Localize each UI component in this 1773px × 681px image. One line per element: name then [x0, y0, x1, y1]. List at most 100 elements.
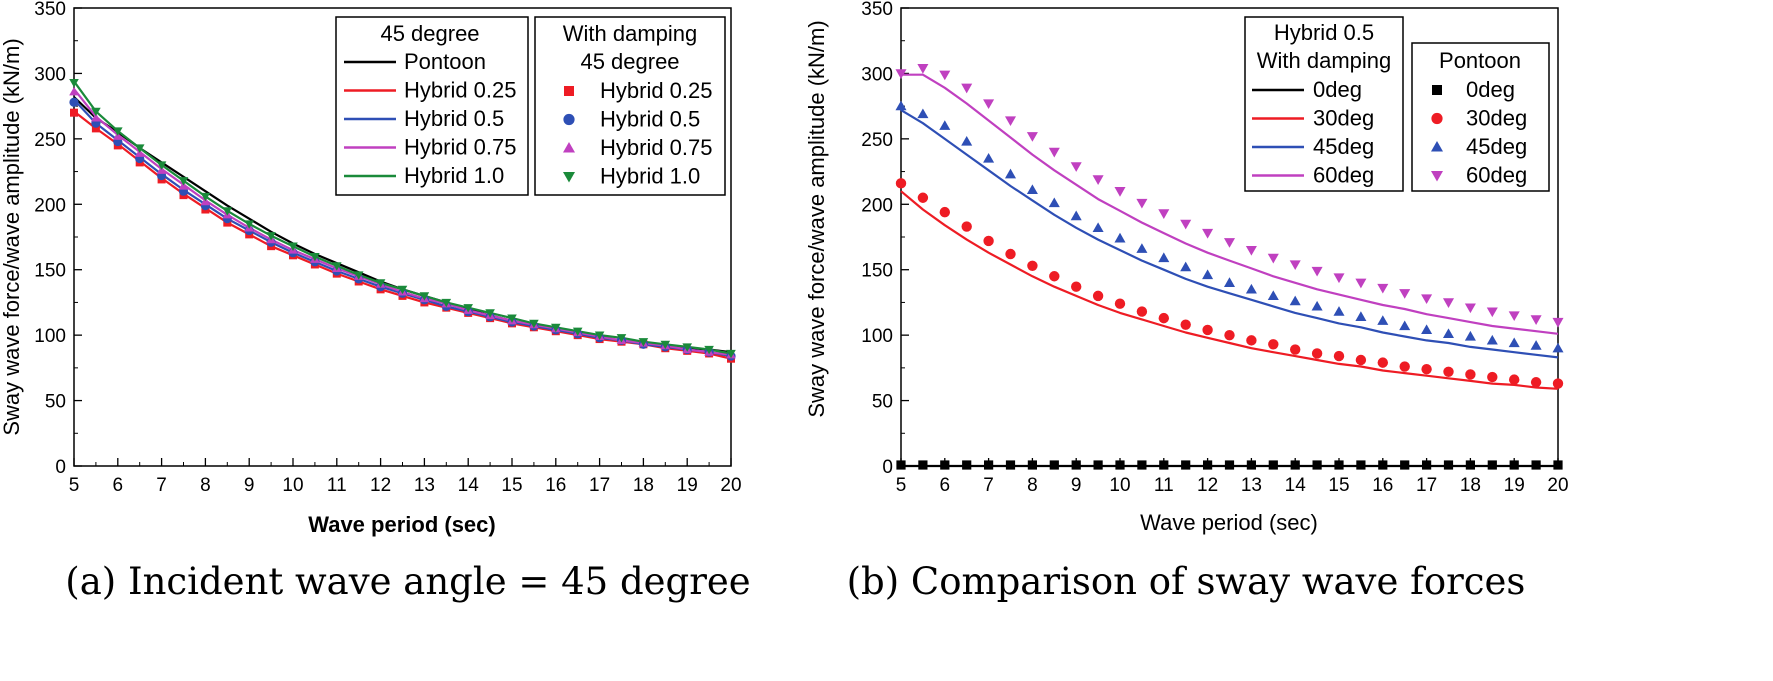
chart-a-point-hybrid-1-0 [682, 343, 692, 352]
chart-b-point-30deg [1443, 366, 1454, 377]
chart-b-legend-symbol [1432, 85, 1442, 95]
chart-b-point-45deg [1026, 184, 1038, 195]
chart-b-point-45deg [1377, 315, 1389, 325]
chart-a-point-hybrid-0-25 [70, 108, 78, 117]
chart-b-point-0deg [1181, 460, 1191, 470]
chart-b-point-0deg [1465, 460, 1475, 470]
chart-a-xtick-label: 20 [720, 475, 741, 496]
chart-b-point-0deg [1027, 460, 1037, 470]
chart-a-caption: (a) Incident wave angle = 45 degree [65, 560, 750, 603]
chart-a-ytick-label: 100 [34, 326, 66, 347]
chart-a-point-hybrid-1-0 [244, 220, 254, 229]
chart-a-legend-label: Hybrid 0.25 [404, 78, 517, 103]
chart-a-point-hybrid-1-0 [134, 144, 145, 153]
chart-a-point-hybrid-1-0 [310, 253, 320, 262]
chart-a-point-hybrid-1-0 [113, 127, 123, 136]
chart-b-point-60deg [1245, 245, 1257, 256]
chart-b-point-0deg [1509, 460, 1519, 470]
chart-b-point-45deg [939, 120, 951, 130]
chart-b-point-30deg [1487, 371, 1498, 383]
chart-b-point-45deg [1070, 210, 1082, 221]
chart-a-point-hybrid-1-0 [419, 292, 430, 301]
chart-a-xtick-label: 9 [244, 475, 255, 496]
chart-b-point-30deg [1071, 281, 1082, 292]
chart-b-point-30deg [1158, 312, 1170, 324]
chart-b-legend-symbol [1431, 141, 1443, 152]
chart-a-ytick-label: 150 [34, 261, 66, 282]
chart-b-ytick-label: 200 [861, 195, 893, 216]
chart-b-point-30deg [1114, 298, 1126, 309]
chart-b-xtick-label: 5 [896, 475, 907, 496]
chart-b-xtick-label: 20 [1547, 475, 1568, 496]
chart-b-ytick-label: 50 [872, 392, 893, 413]
chart-b-legend-2: Pontoon 0deg 30deg 45deg 60deg [1411, 42, 1550, 192]
chart-b-point-60deg [1070, 162, 1082, 172]
chart-a-ticks: 5 6 7 8 9 10 11 12 13 14 15 16 17 18 19 200501001502002… [34, 0, 741, 496]
chart-a-ytick-label: 250 [34, 130, 66, 151]
chart-b-line-60deg [901, 73, 1559, 335]
chart-b-xtick-label: 11 [1154, 475, 1174, 496]
chart-b-legend-1-title: Hybrid 0.5 [1274, 20, 1374, 45]
chart-b-point-45deg [1399, 320, 1411, 331]
chart-b-point-45deg [1114, 232, 1126, 243]
chart-a-xtick-label: 11 [327, 475, 347, 496]
chart-b-ytick-label: 300 [861, 64, 893, 85]
chart-b-point-0deg [1487, 460, 1497, 470]
chart-b-point-60deg [1530, 315, 1542, 325]
chart-b-xtick-label: 8 [1027, 475, 1038, 496]
chart-b-legend-1-subtitle: With damping [1257, 48, 1392, 73]
chart-b-point-60deg [1114, 187, 1126, 197]
chart-b-point-0deg [1005, 460, 1016, 470]
chart-b-point-45deg [1180, 261, 1192, 272]
chart-a-point-hybrid-1-0 [616, 334, 627, 343]
chart-b-point-0deg [896, 460, 906, 470]
chart-b-point-60deg [1552, 317, 1564, 328]
chart-a-xtick-label: 8 [200, 475, 211, 496]
chart-a-legend-2-subtitle: 45 degree [580, 49, 679, 74]
chart-b-point-45deg [1136, 243, 1148, 253]
chart-b-point-60deg [1442, 298, 1455, 308]
chart-b-xtick-label: 16 [1372, 475, 1393, 496]
chart-b-point-0deg [1378, 460, 1388, 470]
chart-b-point-0deg [1203, 460, 1213, 470]
chart-b-point-45deg [1223, 277, 1236, 287]
chart-a-point-hybrid-1-0 [463, 304, 473, 313]
chart-a-legend-label: Hybrid 1.0 [404, 163, 504, 188]
chart-b-point-60deg [1223, 238, 1236, 248]
chart-b-point-60deg [1377, 283, 1389, 294]
chart-b-point-0deg [1334, 460, 1344, 470]
chart-b-legend-1-box [1244, 16, 1404, 192]
chart-a-xtick-label: 17 [589, 475, 610, 496]
chart-b-xtick-label: 17 [1416, 475, 1437, 496]
chart-a-ylabel: Sway wave force/wave amplitude (kN/m) [0, 38, 24, 435]
chart-b-line-30deg [900, 190, 1559, 390]
chart-a-point-hybrid-1-0 [69, 78, 79, 88]
chart-a: 5 6 7 8 9 10 11 12 13 14 15 16 17 18 19 200501001502002… [0, 0, 751, 603]
chart-a-point-hybrid-1-0 [726, 349, 736, 359]
chart-a-point-hybrid-1-0 [353, 271, 364, 280]
chart-b-point-45deg [1530, 340, 1542, 350]
chart-b-xtick-label: 13 [1241, 475, 1262, 496]
chart-b-point-60deg [1136, 198, 1148, 209]
chart-a-legend-label: Hybrid 0.5 [600, 107, 700, 132]
chart-b-point-30deg [1399, 361, 1410, 372]
chart-a-legend-symbol [564, 86, 574, 96]
chart-b-point-0deg [1443, 460, 1454, 470]
chart-b-markers [895, 64, 1564, 470]
chart-b-point-0deg [1312, 460, 1322, 470]
chart-b-xtick-label: 18 [1460, 475, 1481, 496]
chart-b-point-30deg [1224, 329, 1235, 341]
chart-b-legend-label: 45deg [1466, 134, 1527, 159]
chart-a-xtick-label: 12 [370, 475, 391, 496]
chart-a-legend-label: Hybrid 0.5 [404, 106, 504, 131]
chart-a-legend-1: 45 degree Pontoon Hybrid 0.25 Hybrid 0.5 Hy… [335, 16, 529, 196]
chart-b-point-45deg [1421, 324, 1433, 335]
chart-b-caption: (b) Comparison of sway wave forces [847, 560, 1526, 603]
chart-b-point-0deg [1356, 460, 1366, 470]
chart-a-legend-symbol [563, 113, 575, 126]
chart-a-ytick-label: 200 [34, 195, 66, 216]
chart-b-point-30deg [961, 221, 972, 232]
chart-a-xtick-label: 14 [458, 475, 480, 496]
chart-b-xtick-label: 12 [1197, 475, 1218, 496]
